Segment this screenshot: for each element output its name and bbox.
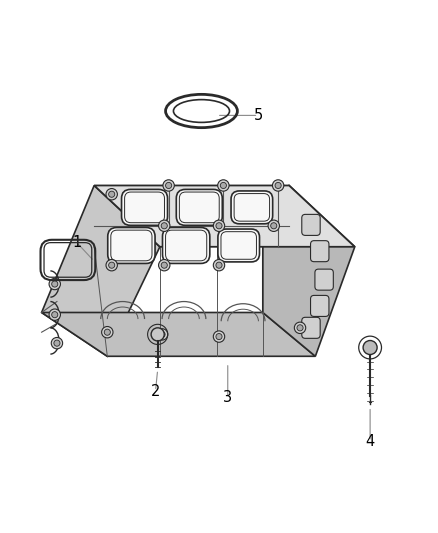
Circle shape [104,329,110,335]
FancyBboxPatch shape [302,317,320,338]
Circle shape [156,329,168,340]
Circle shape [363,341,377,354]
FancyBboxPatch shape [108,228,155,263]
Circle shape [271,223,277,229]
Circle shape [161,262,167,268]
Circle shape [159,332,165,337]
FancyBboxPatch shape [311,295,329,317]
Circle shape [109,262,115,268]
Circle shape [49,309,60,320]
FancyBboxPatch shape [122,189,167,225]
Polygon shape [42,185,160,356]
Circle shape [109,191,115,197]
FancyBboxPatch shape [176,189,223,225]
Polygon shape [94,185,355,247]
FancyBboxPatch shape [231,191,272,224]
Circle shape [166,182,172,189]
FancyBboxPatch shape [302,214,320,236]
Text: 1: 1 [72,235,81,250]
Polygon shape [263,185,355,356]
Circle shape [220,182,226,189]
Circle shape [49,278,60,290]
Text: 5: 5 [254,108,263,123]
Circle shape [272,180,284,191]
Circle shape [216,262,222,268]
Circle shape [213,260,225,271]
Circle shape [216,223,222,229]
Circle shape [213,220,225,231]
Circle shape [106,260,117,271]
FancyBboxPatch shape [315,269,333,290]
Circle shape [218,180,229,191]
Text: 4: 4 [365,434,375,449]
Circle shape [163,180,174,191]
Circle shape [54,340,60,346]
Circle shape [52,312,58,318]
FancyBboxPatch shape [218,229,259,262]
Text: 2: 2 [151,384,160,399]
Polygon shape [42,312,315,356]
Circle shape [159,220,170,231]
Circle shape [159,260,170,271]
Circle shape [51,337,63,349]
FancyBboxPatch shape [311,241,329,262]
Circle shape [213,331,225,342]
FancyBboxPatch shape [162,228,210,263]
Circle shape [161,223,167,229]
Circle shape [216,334,222,340]
Circle shape [102,327,113,338]
Circle shape [297,325,303,331]
Circle shape [268,220,279,231]
Circle shape [294,322,306,334]
Circle shape [275,182,281,189]
Circle shape [106,189,117,200]
Circle shape [52,281,58,287]
Text: 3: 3 [223,390,232,406]
Circle shape [151,328,164,341]
